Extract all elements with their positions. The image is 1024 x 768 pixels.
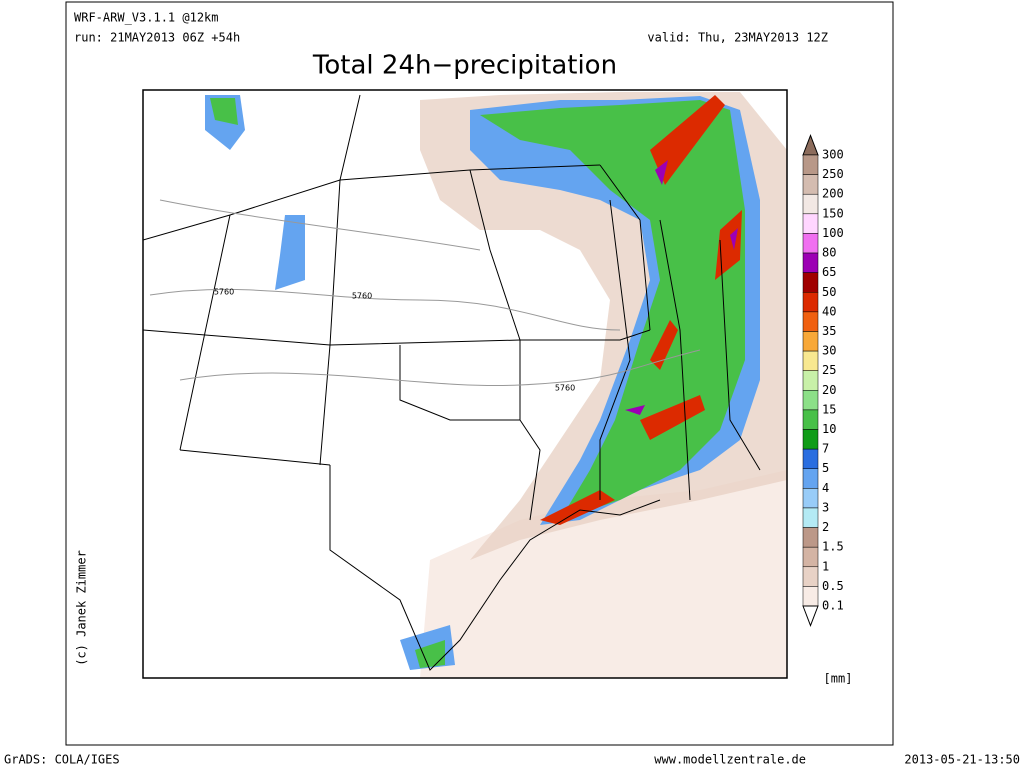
- colorbar-box: [802, 311, 819, 332]
- colorbar-box: [802, 488, 819, 509]
- colorbar-box: [802, 292, 819, 313]
- valid-label: valid: Thu, 23MAY2013 12Z: [647, 31, 828, 45]
- colorbar-label: 2: [822, 520, 829, 534]
- colorbar-box: [802, 193, 819, 215]
- colorbar-label: 300: [822, 148, 844, 162]
- colorbar-label: 250: [822, 167, 844, 181]
- height-contours: [149, 199, 701, 387]
- colorbar-box: [802, 370, 819, 391]
- colorbar-box: [802, 429, 819, 450]
- colorbar-label: 1.5: [822, 540, 844, 554]
- colorbar-label: 15: [822, 402, 836, 416]
- colorbar-box: [802, 272, 819, 293]
- map-frame: [142, 89, 788, 679]
- colorbar-box: [802, 233, 819, 254]
- footer-center: www.modellzentrale.de: [654, 753, 806, 767]
- colorbar-label: 3: [822, 500, 829, 514]
- model-label: WRF-ARW_V3.1.1 @12km: [74, 11, 219, 25]
- colorbar-box: [802, 566, 819, 587]
- colorbar-box: [802, 586, 819, 607]
- footer-left: GrADS: COLA/IGES: [4, 753, 120, 767]
- colorbar-label: 4: [822, 481, 829, 495]
- colorbar-label: 40: [822, 304, 836, 318]
- colorbar-box: [802, 174, 819, 195]
- colorbar-arrow: [802, 605, 819, 628]
- colorbar-label: 20: [822, 383, 836, 397]
- contour-label: 5760: [555, 384, 575, 393]
- title: Total 24h−precipitation: [312, 51, 617, 81]
- footer-right: 2013-05-21-13:50: [904, 753, 1020, 767]
- colorbar-arrow: [802, 133, 819, 156]
- colorbar-box: [802, 154, 819, 175]
- borders: [143, 94, 761, 671]
- colorbar-label: 7: [822, 442, 829, 456]
- run-label: run: 21MAY2013 06Z +54h: [74, 31, 240, 45]
- colorbar-label: 200: [822, 187, 844, 201]
- contour-label: 5760: [214, 288, 234, 297]
- colorbar-label: 1: [822, 559, 829, 573]
- colorbar-label: 10: [822, 422, 836, 436]
- colorbar-box: [802, 252, 819, 273]
- outer-frame: [65, 1, 894, 746]
- colorbar-box: [802, 331, 819, 352]
- colorbar-box: [802, 546, 819, 568]
- contour-label: 5760: [352, 292, 372, 301]
- map: 5760 5760 5760: [142, 89, 788, 679]
- colorbar-box: [802, 448, 819, 469]
- colorbar-box: [802, 468, 819, 489]
- colorbar-box: [802, 409, 819, 430]
- colorbar-label: 30: [822, 344, 836, 358]
- gulf-precip: [420, 470, 787, 678]
- colorbar-label: 50: [822, 285, 836, 299]
- colorbar-label: 100: [822, 226, 844, 240]
- colorbar-box: [802, 527, 819, 548]
- colorbar-label: 25: [822, 363, 836, 377]
- colorbar-label: 0.5: [822, 579, 844, 593]
- colorbar-label: 5: [822, 461, 829, 475]
- unit-label: [mm]: [824, 672, 853, 686]
- colorbar-label: 65: [822, 265, 836, 279]
- colorbar-box: [802, 390, 819, 411]
- colorbar-label: 80: [822, 246, 836, 260]
- colorbar: 300 250 200 150 100 80 65 50 40 35 30 25 20 15 10 7 5 4 3 2…: [802, 133, 844, 628]
- colorbar-box: [802, 507, 819, 528]
- colorbar-label: 35: [822, 324, 836, 338]
- colorbar-box: [802, 213, 819, 234]
- colorbar-label: 0.1: [822, 599, 844, 613]
- credit: (c) Janek Zimmer: [75, 550, 89, 666]
- colorbar-label: 150: [822, 206, 844, 220]
- colorbar-box: [802, 350, 819, 371]
